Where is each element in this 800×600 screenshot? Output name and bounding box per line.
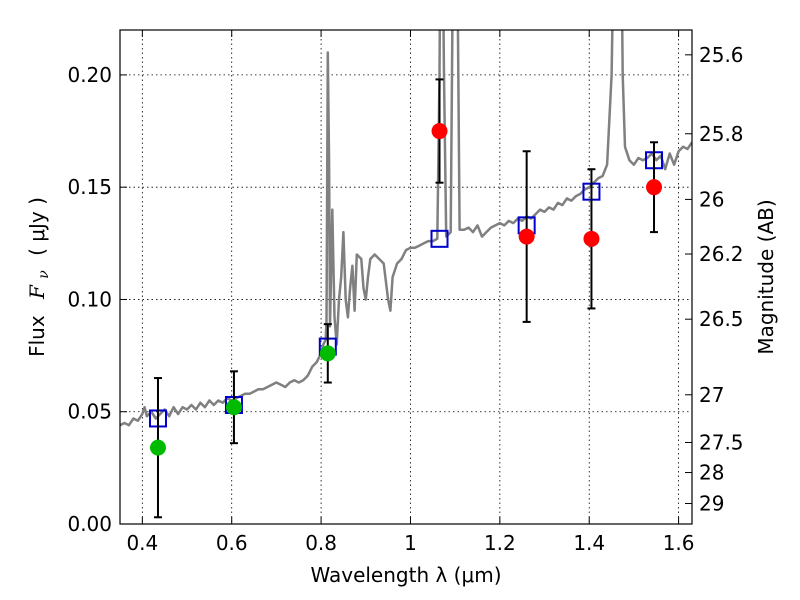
y-axis-label-symbol: F bbox=[25, 284, 49, 300]
x-tick-label: 0.8 bbox=[305, 531, 337, 555]
x-axis-label: Wavelength λ (μm) bbox=[310, 563, 501, 587]
magnitude-tick-label: 26.5 bbox=[699, 307, 744, 331]
observed-flux-point bbox=[431, 123, 448, 140]
x-tick-label: 1.4 bbox=[573, 531, 605, 555]
magnitude-tick-label: 26 bbox=[699, 187, 724, 211]
x-tick-label: 1 bbox=[404, 531, 417, 555]
magnitude-tick-label: 26.2 bbox=[699, 242, 744, 266]
y-tick-label: 0.10 bbox=[67, 287, 112, 311]
data-layer bbox=[120, 30, 692, 519]
magnitude-tick-label: 25.8 bbox=[699, 122, 744, 146]
observed-flux-point bbox=[319, 345, 336, 362]
x-tick-label: 0.4 bbox=[126, 531, 158, 555]
y-axis-label: Flux F ν ( μJy ) bbox=[25, 197, 53, 357]
magnitude-tick-label: 27.5 bbox=[699, 430, 744, 454]
magnitude-tick-label: 27 bbox=[699, 383, 724, 407]
ticks: 0.4 0.6 0.8 1 1.2 1.4 1.6 0.00 0.05 0.10 0.15 0.20 2… bbox=[67, 30, 744, 555]
observed-flux-point bbox=[518, 228, 535, 245]
magnitude-tick-label: 29 bbox=[699, 492, 724, 516]
y-tick-label: 0.00 bbox=[67, 512, 112, 536]
model-photometry-square bbox=[430, 229, 449, 248]
plot-frame bbox=[119, 29, 693, 525]
right-axis-label: Magnitude (AB) bbox=[754, 199, 778, 354]
x-tick-label: 1.6 bbox=[663, 531, 695, 555]
y-tick-label: 0.05 bbox=[67, 400, 112, 424]
magnitude-tick-label: 25.6 bbox=[699, 43, 744, 67]
y-axis-label-subscript: ν bbox=[36, 270, 52, 279]
y-axis-label-flux: Flux bbox=[25, 315, 49, 357]
observed-flux-point bbox=[149, 439, 166, 456]
plot-background bbox=[120, 30, 692, 524]
y-tick-label: 0.15 bbox=[67, 175, 112, 199]
y-axis-label-unit: ( μJy ) bbox=[25, 197, 49, 256]
observed-flux-point bbox=[225, 399, 242, 416]
magnitude-tick-label: 28 bbox=[699, 461, 724, 485]
observed-flux-point bbox=[646, 179, 663, 196]
y-tick-label: 0.20 bbox=[67, 63, 112, 87]
x-tick-label: 0.6 bbox=[216, 531, 248, 555]
observed-flux-point bbox=[583, 230, 600, 247]
x-tick-label: 1.2 bbox=[484, 531, 516, 555]
